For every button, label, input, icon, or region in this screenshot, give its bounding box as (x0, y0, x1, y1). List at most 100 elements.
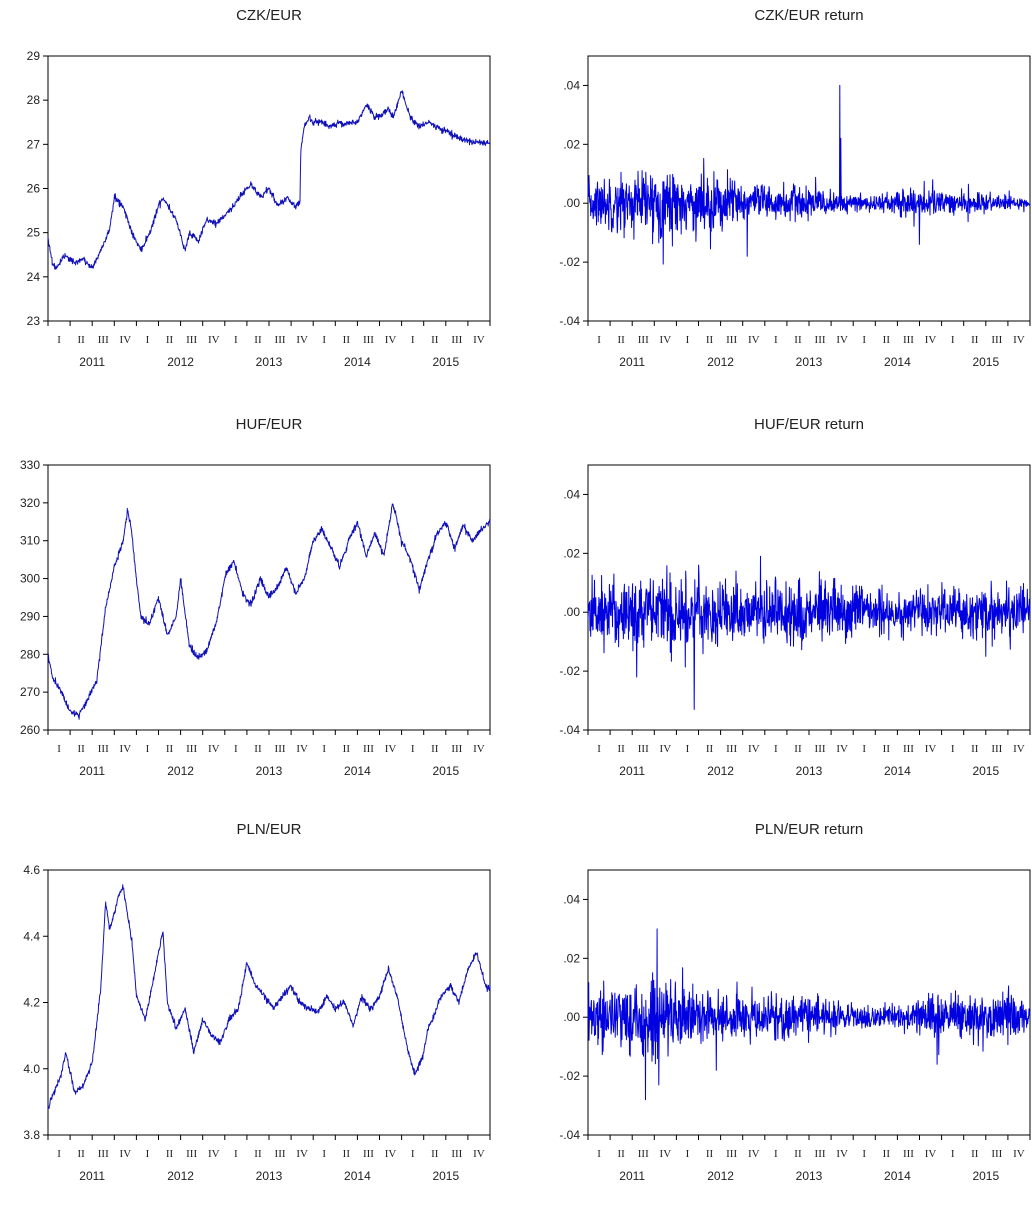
y-tick-label: 4.4 (23, 929, 40, 943)
x-quarter-label: IV (748, 334, 760, 346)
x-quarter-label: I (686, 743, 690, 755)
x-quarter-label: IV (120, 1148, 132, 1160)
x-quarter-label: IV (296, 743, 308, 755)
x-quarter-label: III (726, 743, 737, 755)
x-quarter-label: IV (925, 743, 937, 755)
y-tick-label: -.02 (559, 664, 580, 678)
y-tick-label: 23 (27, 314, 41, 328)
y-tick-label: 4.0 (23, 1062, 40, 1076)
x-year-label: 2015 (972, 764, 999, 778)
x-quarter-label: II (77, 1148, 85, 1160)
chart-title: CZK/EUR (236, 7, 302, 24)
x-quarter-label: II (343, 743, 351, 755)
x-year-label: 2013 (256, 764, 283, 778)
x-quarter-label: IV (836, 334, 848, 346)
chart-title: CZK/EUR return (754, 7, 863, 24)
y-tick-label: 3.8 (23, 1128, 40, 1142)
x-quarter-label: III (638, 743, 649, 755)
x-quarter-label: II (343, 1148, 351, 1160)
y-tick-label: .04 (563, 892, 580, 906)
x-quarter-label: IV (836, 1148, 848, 1160)
x-quarter-label: II (431, 1148, 439, 1160)
y-tick-label: 4.2 (23, 996, 40, 1010)
y-tick-label: .04 (563, 487, 580, 501)
x-quarter-label: I (234, 334, 238, 346)
x-quarter-label: II (254, 1148, 262, 1160)
x-year-label: 2015 (972, 1169, 999, 1183)
x-year-label: 2012 (707, 355, 734, 369)
x-quarter-label: IV (660, 1148, 672, 1160)
x-quarter-label: III (98, 334, 109, 346)
x-quarter-label: I (146, 334, 150, 346)
y-tick-label: 290 (20, 609, 40, 623)
x-quarter-label: I (951, 1148, 955, 1160)
x-quarter-label: III (638, 1148, 649, 1160)
panel-czk-eur-return: CZK/EUR return-.04-.02.00.02.04I II III IV I… (559, 7, 1031, 369)
x-year-label: 2013 (796, 1169, 823, 1183)
x-quarter-label: I (862, 334, 866, 346)
x-quarter-label: I (411, 1148, 415, 1160)
chart-title: HUF/EUR (236, 416, 303, 433)
x-quarter-label: II (77, 334, 85, 346)
x-quarter-label: III (186, 743, 197, 755)
x-quarter-label: III (991, 1148, 1002, 1160)
x-quarter-label: IV (473, 1148, 485, 1160)
x-quarter-label: IV (296, 1148, 308, 1160)
y-tick-label: 4.6 (23, 863, 40, 877)
chart-title: PLN/EUR (236, 821, 301, 838)
x-year-label: 2011 (79, 1169, 105, 1183)
x-year-label: 2011 (79, 355, 105, 369)
x-quarter-label: III (726, 1148, 737, 1160)
x-quarter-label: III (903, 743, 914, 755)
y-tick-label: 28 (27, 93, 41, 107)
x-quarter-label: I (774, 334, 778, 346)
x-quarter-label: I (57, 743, 61, 755)
y-tick-label: 26 (27, 182, 41, 196)
x-quarter-label: II (706, 334, 714, 346)
series-line (587, 928, 1031, 1101)
x-quarter-label: I (686, 1148, 690, 1160)
x-quarter-label: IV (748, 743, 760, 755)
x-quarter-label: I (322, 334, 326, 346)
x-quarter-label: I (774, 1148, 778, 1160)
x-quarter-label: III (991, 743, 1002, 755)
y-tick-label: 27 (27, 137, 41, 151)
x-quarter-label: I (322, 1148, 326, 1160)
x-quarter-label: II (706, 1148, 714, 1160)
x-quarter-label: III (275, 743, 286, 755)
series-line (47, 90, 491, 270)
x-quarter-label: IV (296, 334, 308, 346)
x-quarter-label: II (617, 1148, 625, 1160)
x-quarter-label: I (597, 743, 601, 755)
panel-huf-eur-return: HUF/EUR return-.04-.02.00.02.04I II III IV I… (559, 416, 1031, 778)
x-quarter-label: I (686, 334, 690, 346)
y-tick-label: 320 (20, 496, 40, 510)
x-quarter-label: III (275, 334, 286, 346)
x-quarter-label: III (98, 1148, 109, 1160)
x-quarter-label: II (166, 743, 174, 755)
y-tick-label: 330 (20, 458, 40, 472)
x-quarter-label: I (862, 1148, 866, 1160)
x-quarter-label: IV (748, 1148, 760, 1160)
x-quarter-label: IV (660, 743, 672, 755)
x-quarter-label: IV (120, 334, 132, 346)
x-quarter-label: III (815, 1148, 826, 1160)
x-year-label: 2015 (432, 355, 459, 369)
x-quarter-label: II (971, 743, 979, 755)
x-year-label: 2012 (707, 764, 734, 778)
x-year-label: 2012 (167, 355, 194, 369)
x-quarter-label: I (146, 1148, 150, 1160)
x-quarter-label: IV (385, 334, 397, 346)
x-quarter-label: IV (1013, 334, 1025, 346)
x-quarter-label: IV (120, 743, 132, 755)
x-year-label: 2014 (884, 1169, 911, 1183)
x-quarter-label: III (363, 334, 374, 346)
x-year-label: 2011 (619, 764, 645, 778)
x-quarter-label: II (431, 334, 439, 346)
x-quarter-label: III (451, 1148, 462, 1160)
x-year-label: 2014 (884, 764, 911, 778)
x-quarter-label: II (883, 743, 891, 755)
